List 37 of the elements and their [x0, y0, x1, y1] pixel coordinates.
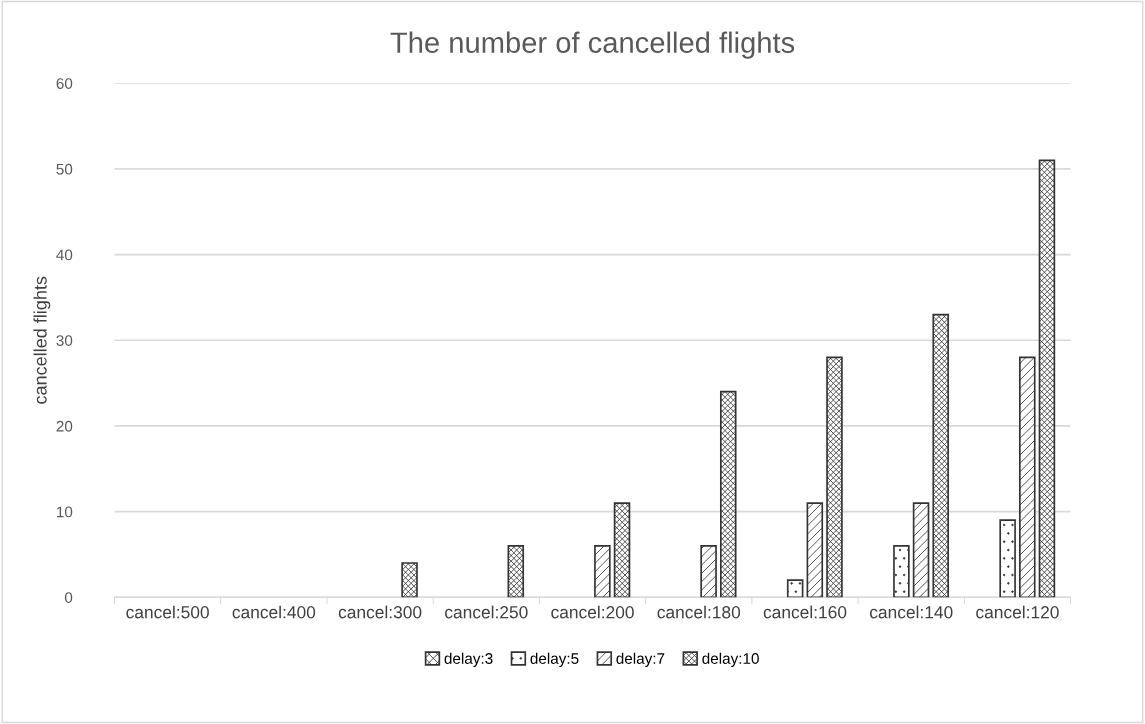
legend-label: delay:3 [444, 652, 493, 667]
bar [893, 545, 910, 598]
y-tick-label: 20 [56, 420, 73, 432]
legend-label: delay:5 [530, 652, 579, 667]
bar [999, 519, 1016, 598]
bar [719, 390, 737, 598]
x-tick-label: cancel:250 [445, 605, 528, 619]
y-tick-label: 40 [56, 249, 73, 261]
bar [401, 562, 418, 598]
bar [507, 545, 525, 598]
x-tick-label: cancel:400 [232, 605, 316, 619]
bar [912, 502, 930, 598]
x-tick-label: cancel:140 [869, 605, 953, 619]
bar [594, 545, 611, 598]
y-tick-label: 10 [57, 506, 73, 518]
y-tick-label: 30 [56, 335, 73, 346]
bar [1038, 159, 1056, 598]
bar [786, 579, 804, 598]
x-tick-label: cancel:300 [338, 605, 422, 619]
y-tick-label: 50 [56, 163, 73, 175]
legend-label: delay:7 [616, 652, 665, 667]
y-tick-label: 60 [56, 78, 73, 89]
x-tick-label: cancel:160 [763, 605, 847, 619]
legend-label: delay:10 [702, 652, 759, 667]
x-tick-label: cancel:120 [976, 605, 1059, 619]
chart-title: The number of cancelled flights [390, 31, 795, 59]
bar [826, 356, 843, 598]
y-tick-label: 0 [64, 592, 73, 603]
bar [613, 502, 631, 598]
x-tick-label: cancel:500 [126, 605, 209, 619]
bar [806, 502, 824, 598]
bar [1019, 356, 1036, 598]
x-tick-label: cancel:180 [657, 605, 741, 619]
y-axis-title: cancelled flights [33, 276, 51, 404]
bar [700, 545, 717, 598]
bar [932, 313, 949, 598]
x-tick-label: cancel:200 [551, 605, 634, 619]
